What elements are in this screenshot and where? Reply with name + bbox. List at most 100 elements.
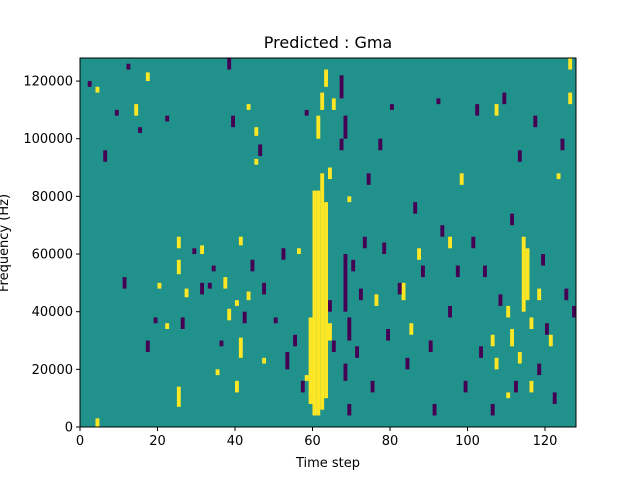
heatmap-cell-high: [490, 334, 495, 347]
x-tick-label: 120: [533, 434, 558, 449]
heatmap-cell-high: [316, 190, 321, 416]
heatmap-cell-high: [417, 248, 421, 260]
heatmap-cell-low: [200, 282, 204, 295]
heatmap-cell-low: [145, 340, 150, 353]
heatmap-cell-high: [262, 357, 266, 364]
heatmap-cell-low: [293, 334, 297, 347]
heatmap-cell-high: [176, 259, 181, 275]
heatmap-cell-low: [366, 173, 371, 185]
yellow-cells: [95, 58, 573, 427]
heatmap-cell-low: [347, 317, 352, 341]
heatmap-cell-low: [386, 328, 390, 341]
heatmap-cell-low: [242, 311, 247, 324]
heatmap-cell-low: [300, 380, 305, 393]
heatmap-cell-low: [227, 58, 232, 70]
heatmap-cell-low: [382, 242, 387, 255]
heatmap-cell-high: [227, 308, 232, 321]
heatmap-cell-low: [258, 144, 263, 157]
heatmap-cell-high: [556, 173, 561, 180]
heatmap-cell-high: [235, 300, 239, 306]
heatmap-cell-low: [502, 92, 507, 105]
heatmap-cell-low: [498, 294, 503, 306]
heatmap-cell-high: [328, 323, 332, 341]
heatmap-cell-high: [347, 196, 352, 203]
heatmap-cell-low: [126, 63, 131, 70]
heatmap-cell-low: [552, 392, 557, 404]
heatmap-cell-low: [122, 277, 127, 289]
heatmap-cell-high: [200, 245, 204, 255]
heatmap-cell-low: [572, 305, 576, 318]
x-tick-label: 100: [455, 434, 480, 449]
heatmap-cell-high: [494, 104, 499, 116]
heatmap-cell-low: [421, 265, 425, 278]
heatmap-cell-high: [134, 104, 139, 116]
heatmap-cell-low: [362, 236, 367, 249]
heatmap-cell-low: [304, 109, 309, 116]
plot-area: [79, 57, 577, 428]
heatmap-cell-low: [103, 150, 108, 162]
heatmap-cell-low: [471, 236, 476, 249]
y-axis-label: Frequency (Hz): [0, 194, 12, 292]
heatmap-cell-high: [297, 248, 301, 255]
heatmap-cell-low: [413, 202, 418, 214]
heatmap-cell-low: [273, 317, 278, 324]
heatmap-cell-high: [95, 86, 100, 93]
heatmap-cell-high: [331, 98, 336, 110]
y-tick-label: 100000: [23, 132, 73, 147]
x-tick-label: 0: [76, 434, 84, 449]
heatmap-cell-high: [238, 236, 243, 246]
heatmap-cell-high: [165, 323, 170, 329]
y-tick-label: 80000: [32, 190, 73, 205]
heatmap-cell-low: [463, 380, 468, 393]
heatmap-cell-high: [184, 288, 189, 298]
heatmap-cell-high: [246, 104, 251, 110]
heatmap-cell-high: [506, 305, 511, 318]
heatmap-cell-low: [347, 403, 352, 416]
y-tick-label: 60000: [32, 248, 73, 263]
heatmap-cell-low: [378, 138, 383, 151]
heatmap-cell-low: [405, 357, 410, 370]
heatmap-cell-low: [219, 340, 224, 347]
heatmap-cell-high: [568, 58, 573, 70]
heatmap-cell-high: [494, 357, 499, 370]
heatmap-cell-high: [254, 158, 259, 165]
heatmap-cell-high: [529, 380, 534, 393]
heatmap-cell-high: [304, 375, 309, 381]
y-tick-label: 0: [65, 421, 73, 436]
heatmap-cell-low: [180, 317, 185, 329]
heatmap-cell-low: [207, 282, 212, 289]
heatmap-cell-high: [521, 236, 526, 312]
heatmap-cell-high: [324, 69, 328, 87]
heatmap-cell-high: [448, 236, 452, 249]
heatmap-cell-low: [560, 138, 565, 151]
heatmap-cell-high: [320, 173, 325, 410]
heatmap-cell-high: [568, 92, 573, 105]
heatmap-cell-low: [138, 127, 142, 133]
heatmap-cell-high: [95, 418, 100, 427]
heatmap-cell-low: [436, 98, 441, 105]
heatmap-cell-high: [320, 92, 325, 110]
heatmap-cell-high: [176, 236, 181, 249]
heatmap-cell-high: [537, 288, 542, 301]
x-axis: 0 20 40 60 80 100 120: [76, 427, 558, 449]
heatmap-cell-high: [246, 291, 251, 301]
heatmap-cell-low: [343, 115, 348, 139]
heatmap-cell-low: [517, 150, 522, 162]
heatmap-cell-high: [145, 72, 150, 82]
heatmap-cell-low: [285, 352, 290, 370]
heatmap-cell-high: [548, 334, 553, 347]
heatmap-cell-high: [223, 277, 228, 289]
x-axis-label: Time step: [295, 456, 360, 471]
heatmap-cell-low: [165, 115, 170, 122]
heatmap-cell-low: [370, 380, 375, 393]
heatmap-cell-low: [211, 265, 216, 272]
chart-title: Predicted : Gma: [264, 33, 392, 52]
heatmap-cell-low: [390, 104, 394, 110]
heatmap-cell-low: [545, 323, 549, 335]
y-tick-label: 40000: [32, 305, 73, 320]
x-tick-label: 80: [382, 434, 399, 449]
heatmap-cell-low: [440, 225, 445, 237]
heatmap-cell-high: [316, 115, 321, 139]
heatmap-cell-low: [533, 115, 538, 128]
